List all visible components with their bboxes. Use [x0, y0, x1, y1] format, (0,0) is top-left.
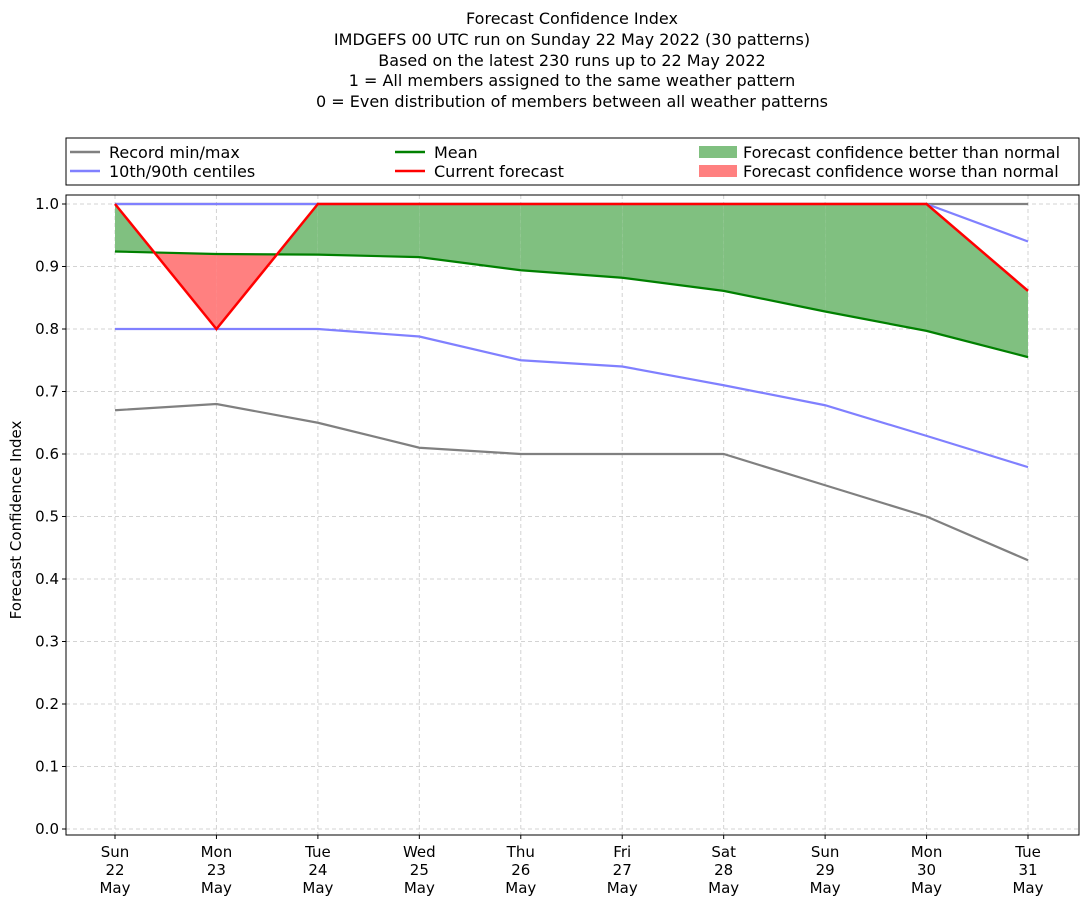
legend-label: Forecast confidence worse than normal [743, 162, 1059, 181]
fill-better-than-normal [520, 204, 623, 278]
x-tick-label: Tue [304, 843, 331, 861]
x-tick-label: Mon [201, 843, 233, 861]
x-tick-label: May [1012, 879, 1043, 897]
x-tick-label: 25 [410, 861, 429, 879]
x-tick-label: 29 [816, 861, 835, 879]
mean-line [114, 250, 1029, 359]
legend-patch-swatch [699, 165, 737, 177]
x-tick-label: May [911, 879, 942, 897]
plot-frame [65, 194, 1080, 836]
title-line: 0 = Even distribution of members between… [316, 92, 828, 111]
series-lines [114, 202, 1029, 562]
x-tick-label: 31 [1018, 861, 1037, 879]
x-tick-label: Wed [403, 843, 436, 861]
y-axis-label: Forecast Confidence Index [7, 421, 25, 620]
legend-label: 10th/90th centiles [109, 162, 255, 181]
x-tick-label: 24 [308, 861, 327, 879]
x-tick-label: Fri [613, 843, 631, 861]
x-tick-label: 26 [511, 861, 530, 879]
y-tick-label: 0.0 [35, 820, 59, 838]
x-tick-label: May [810, 879, 841, 897]
legend-patch-swatch [699, 146, 737, 158]
fill-better-than-normal [926, 204, 1028, 358]
y-tick-label: 0.6 [35, 445, 59, 463]
record-min-line [114, 402, 1029, 562]
y-tick-label: 0.4 [35, 570, 59, 588]
x-tick-label: May [99, 879, 130, 897]
x-tick-label: 23 [207, 861, 226, 879]
fill-better-than-normal [317, 204, 420, 258]
fill-better-than-normal [723, 204, 826, 312]
fill-better-than-normal [622, 204, 724, 291]
title-line: 1 = All members assigned to the same wea… [349, 71, 796, 90]
fill-better-than-normal [825, 204, 927, 331]
x-tick-label: May [302, 879, 333, 897]
10th-centile-line [115, 327, 1029, 469]
chart-title: Forecast Confidence Index IMDGEFS 00 UTC… [316, 9, 828, 111]
x-tick-label: 30 [917, 861, 936, 879]
fills [115, 204, 1028, 358]
x-tick-label: May [708, 879, 739, 897]
legend-label: Mean [434, 143, 478, 162]
y-tick-label: 0.5 [35, 508, 59, 526]
y-tick-label: 1.0 [35, 195, 59, 213]
title-line: Forecast Confidence Index [466, 9, 678, 28]
legend-label: Record min/max [109, 143, 240, 162]
x-tick-label: May [201, 879, 232, 897]
x-tick-label: May [505, 879, 536, 897]
x-tick-label: Tue [1014, 843, 1041, 861]
x-tick-label: May [404, 879, 435, 897]
current-forecast-line [114, 202, 1029, 331]
y-tick-label: 0.3 [35, 633, 59, 651]
x-tick-label: 28 [714, 861, 733, 879]
x-tick-label: Mon [911, 843, 943, 861]
x-tick-label: 22 [105, 861, 124, 879]
x-tick-label: Thu [506, 843, 535, 861]
title-line: Based on the latest 230 runs up to 22 Ma… [378, 51, 765, 70]
legend-label: Current forecast [434, 162, 564, 181]
legend-label: Forecast confidence better than normal [743, 143, 1060, 162]
y-tick-label: 0.2 [35, 695, 59, 713]
title-line: IMDGEFS 00 UTC run on Sunday 22 May 2022… [334, 30, 810, 49]
y-tick-label: 0.9 [35, 258, 59, 276]
y-tick-label: 0.7 [35, 383, 59, 401]
fill-better-than-normal [419, 204, 521, 271]
y-tick-label: 0.8 [35, 320, 59, 338]
x-tick-label: Sun [101, 843, 130, 861]
axes: 0.00.10.20.30.40.50.60.70.80.91.0Sun22Ma… [35, 194, 1080, 897]
y-tick-label: 0.1 [35, 758, 59, 776]
x-tick-label: May [607, 879, 638, 897]
x-tick-label: 27 [613, 861, 632, 879]
x-tick-label: Sat [711, 843, 736, 861]
x-tick-label: Sun [811, 843, 840, 861]
